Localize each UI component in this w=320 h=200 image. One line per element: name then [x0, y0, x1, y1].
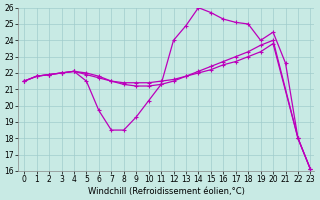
X-axis label: Windchill (Refroidissement éolien,°C): Windchill (Refroidissement éolien,°C) [88, 187, 244, 196]
